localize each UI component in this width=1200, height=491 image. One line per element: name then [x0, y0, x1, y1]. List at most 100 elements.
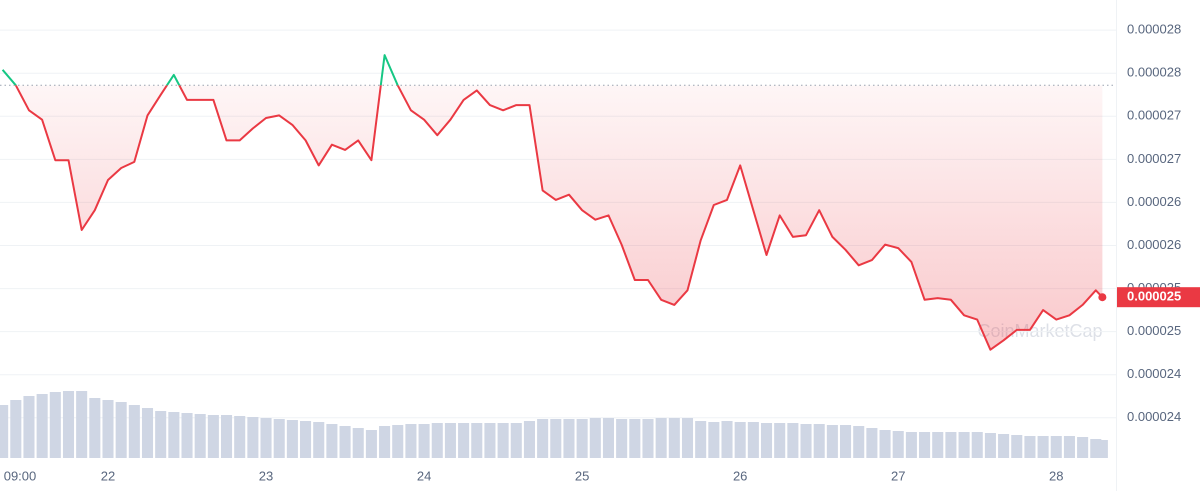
- volume-bar: [0, 405, 9, 458]
- volume-bar: [1011, 435, 1023, 458]
- volume-bar: [510, 423, 522, 458]
- x-tick-label: 23: [259, 468, 273, 483]
- volume-bar: [273, 419, 285, 458]
- last-price-label: 0.000025: [1127, 289, 1181, 304]
- volume-bar: [853, 426, 865, 458]
- last-price-box: [1117, 287, 1200, 308]
- volume-bar: [405, 424, 417, 458]
- y-tick-label: 0.000026: [1127, 194, 1181, 209]
- y-tick-label: 0.000027: [1127, 108, 1181, 123]
- volume-bar: [760, 423, 773, 458]
- volume-bar: [326, 424, 338, 458]
- volume-bar: [721, 421, 733, 458]
- volume-bar: [905, 432, 917, 458]
- volume-bar: [1024, 436, 1036, 458]
- volume-bar: [984, 433, 996, 458]
- volume-bar: [247, 417, 259, 458]
- volume-bar: [642, 419, 654, 458]
- volume-bar: [945, 432, 957, 458]
- volume-bar: [879, 430, 891, 458]
- volume-bar: [681, 418, 694, 458]
- volume-bar: [102, 400, 114, 458]
- y-tick-label: 0.000027: [1127, 151, 1181, 166]
- volume-bar: [168, 412, 180, 458]
- volume-bar: [800, 424, 812, 458]
- volume-bar: [418, 424, 430, 458]
- volume-bar: [589, 418, 601, 458]
- volume-bar: [602, 418, 615, 458]
- volume-bar: [379, 426, 391, 458]
- volume-bar: [89, 398, 101, 458]
- volume-bar: [365, 430, 377, 458]
- last-price-dot: [1098, 293, 1107, 302]
- volume-bar: [339, 426, 351, 458]
- volume-bar: [932, 432, 944, 458]
- volume-bar: [774, 423, 786, 458]
- volume-bar: [655, 418, 667, 458]
- x-tick-label: 24: [417, 468, 431, 483]
- volume-bar: [194, 414, 206, 458]
- volume-bar: [10, 400, 22, 458]
- volume-bar: [458, 423, 470, 458]
- volume-bar: [1037, 436, 1049, 458]
- volume-bar: [76, 391, 88, 458]
- volume-bar: [668, 418, 680, 458]
- y-tick-label: 0.000024: [1127, 366, 1181, 381]
- price-line: [14, 85, 1104, 351]
- volume-bar: [866, 428, 878, 458]
- volume-bar: [840, 425, 852, 458]
- volume-bar: [431, 423, 443, 458]
- volume-bar: [971, 432, 983, 458]
- volume-bar: [919, 432, 931, 458]
- volume-bar: [1077, 437, 1089, 458]
- volume-bar: [1090, 439, 1102, 458]
- volume-bar: [141, 408, 154, 458]
- volume-bar: [563, 419, 575, 458]
- volume-bar: [352, 428, 364, 458]
- volume-bar: [1096, 440, 1108, 458]
- y-tick-label: 0.000025: [1127, 323, 1181, 338]
- volume-bar: [313, 422, 325, 458]
- y-tick-label: 0.000028: [1127, 65, 1181, 80]
- price-area: [2, 85, 1103, 350]
- x-tick-label: 25: [575, 468, 589, 483]
- volume-bar: [497, 423, 509, 458]
- volume-bar: [523, 421, 535, 458]
- volume-bar: [392, 425, 404, 458]
- volume-bar: [115, 402, 127, 458]
- volume-bar: [576, 419, 588, 458]
- volume-bar: [234, 416, 246, 458]
- x-tick-label: 09:00: [4, 468, 37, 483]
- volume-bar: [62, 391, 75, 458]
- y-tick-label: 0.000026: [1127, 237, 1181, 252]
- volume-bar: [181, 413, 193, 458]
- volume-bar: [1063, 436, 1075, 458]
- volume-bar: [300, 421, 312, 458]
- volume-bar: [444, 423, 456, 458]
- volume-bar: [998, 434, 1010, 458]
- volume-bar: [813, 424, 825, 458]
- volume-bar: [260, 418, 272, 458]
- volume-bar: [958, 432, 970, 458]
- volume-bar: [49, 392, 61, 458]
- volume-bar: [787, 423, 799, 458]
- volume-bar: [826, 425, 838, 458]
- volume-bar: [484, 423, 496, 458]
- volume-bar: [36, 394, 48, 458]
- volume-bar: [286, 420, 298, 458]
- volume-bar: [155, 411, 167, 458]
- volume-bar: [221, 415, 233, 458]
- volume-bar: [128, 405, 140, 458]
- volume-bar: [471, 423, 483, 458]
- volume-bar: [1050, 436, 1062, 458]
- volume-bar: [616, 419, 628, 458]
- volume-bar: [537, 419, 549, 458]
- x-tick-label: 22: [101, 468, 115, 483]
- volume-bar: [207, 415, 219, 458]
- x-tick-label: 27: [891, 468, 905, 483]
- volume-bar: [892, 431, 904, 458]
- volume-bar: [695, 421, 707, 458]
- volume-bar: [747, 422, 759, 458]
